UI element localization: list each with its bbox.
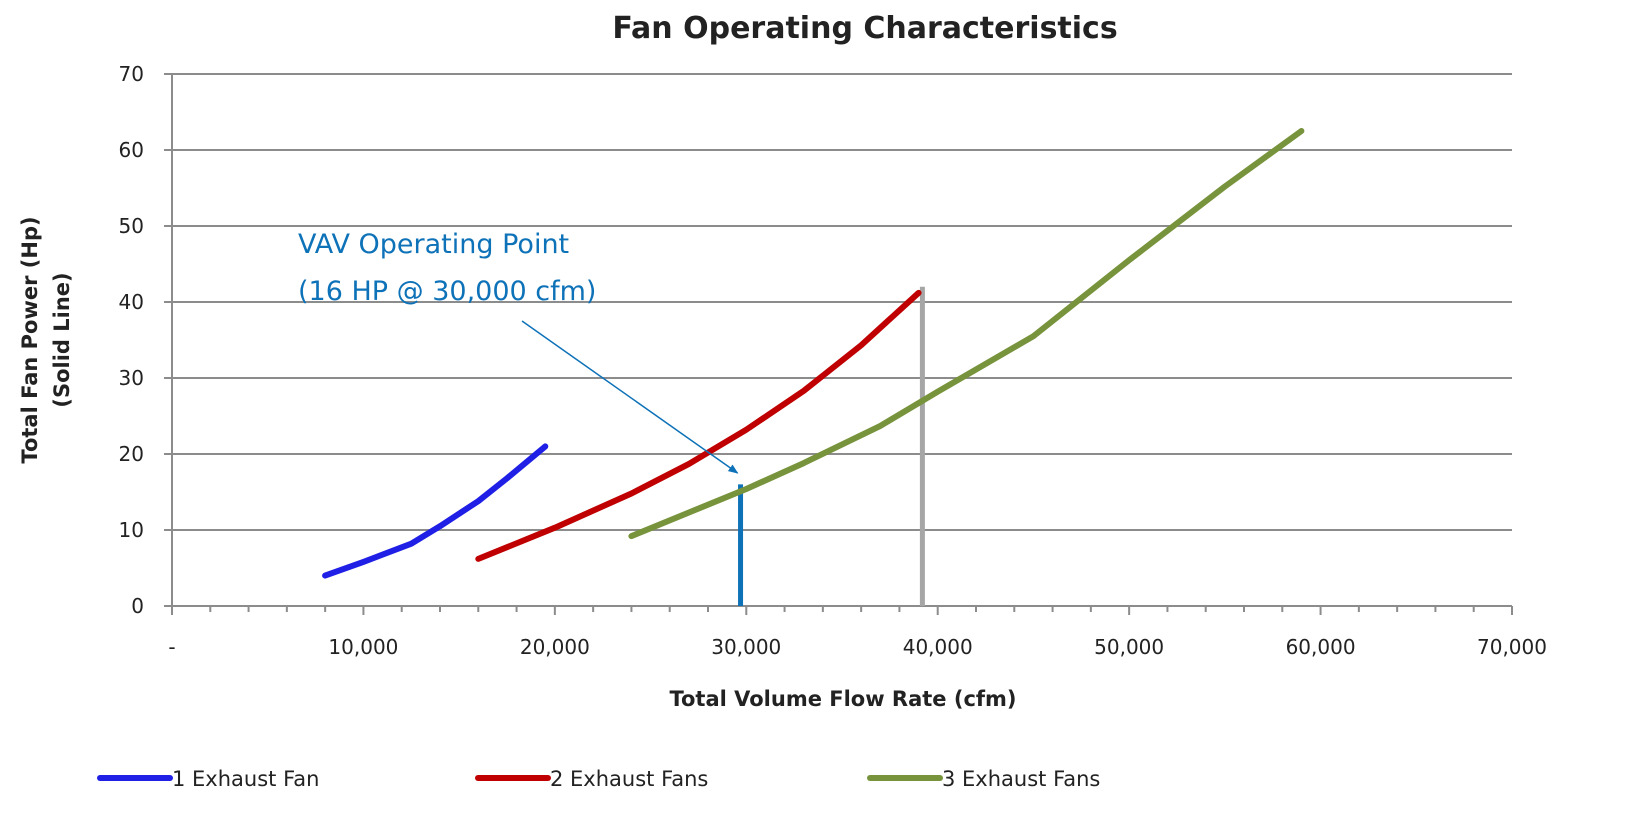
y-tick-label: 0 — [131, 594, 144, 618]
y-tick-label: 10 — [119, 518, 144, 542]
legend-label-2: 2 Exhaust Fans — [550, 767, 708, 791]
annotation-text-line-2: (16 HP @ 30,000 cfm) — [298, 276, 596, 307]
legend-label-1: 1 Exhaust Fan — [172, 767, 319, 791]
annotation-arrow — [521, 320, 739, 474]
y-tick-label: 60 — [119, 138, 144, 162]
x-tick-label: 30,000 — [711, 635, 781, 659]
legend: 1 Exhaust Fan 2 Exhaust Fans 3 Exhaust Fan… — [97, 767, 1100, 791]
legend-label-3: 3 Exhaust Fans — [942, 767, 1100, 791]
y-tick-label: 30 — [119, 366, 144, 390]
y-tick-label: 50 — [119, 214, 144, 238]
series-line-3 — [628, 128, 1305, 540]
series-line-2 — [475, 289, 922, 562]
series-lines — [322, 128, 1305, 579]
y-axis-title-line-2: (Solid Line) — [50, 272, 74, 407]
y-tick-label: 20 — [119, 442, 144, 466]
y-tick-label: 70 — [119, 62, 144, 86]
y-tick-labels: 0 10 20 30 40 50 60 70 — [119, 62, 144, 618]
x-tick-label: 70,000 — [1477, 635, 1547, 659]
x-tick-label: - — [168, 635, 175, 659]
y-axis-title-line-1: Total Fan Power (Hp) — [18, 216, 42, 463]
y-axis-title: Total Fan Power (Hp) (Solid Line) — [18, 216, 74, 463]
gridlines — [172, 73, 1512, 531]
chart-title: Fan Operating Characteristics — [612, 11, 1117, 46]
y-tick-label: 40 — [119, 290, 144, 314]
x-tick-label: 60,000 — [1286, 635, 1356, 659]
x-tick-label: 20,000 — [520, 635, 590, 659]
annotation: VAV Operating Point (16 HP @ 30,000 cfm) — [298, 229, 739, 474]
reference-lines — [738, 286, 925, 606]
x-tick-labels: - 10,000 20,000 30,000 40,000 50,000 60,000 70,… — [168, 635, 1547, 659]
x-tick-label: 50,000 — [1094, 635, 1164, 659]
x-tick-label: 40,000 — [903, 635, 973, 659]
axes — [164, 73, 1513, 615]
x-axis-title: Total Volume Flow Rate (cfm) — [669, 687, 1016, 711]
series-line-1 — [322, 443, 549, 579]
annotation-text-line-1: VAV Operating Point — [298, 229, 569, 260]
x-tick-label: 10,000 — [328, 635, 398, 659]
